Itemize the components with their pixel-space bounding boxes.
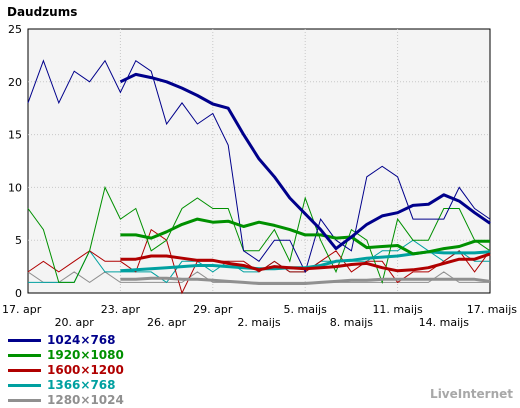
- x-tick-label: 2. maijs: [237, 316, 281, 329]
- series-daily-line-1920x1080: [27, 185, 491, 285]
- series-average-line-1280x1024: [120, 276, 491, 285]
- legend-label: 1280×1024: [47, 393, 124, 407]
- x-tick-label: 11. maijs: [372, 303, 423, 316]
- legend-label: 1600×1200: [47, 363, 124, 377]
- legend-swatch: [8, 354, 41, 357]
- legend-swatch: [8, 384, 41, 387]
- series-average-line-1920x1080: [120, 217, 490, 256]
- x-tick-label: 14. maijs: [419, 316, 470, 329]
- x-tick-label: 8. maijs: [330, 316, 374, 329]
- y-tick-label: 25: [8, 23, 22, 36]
- legend: 1024×768 1920×1080 1600×1200 1366×768 12…: [8, 333, 124, 408]
- y-axis-ticks: 0 5 10 15 20 25: [8, 23, 22, 300]
- legend-item-1024x768: 1024×768: [8, 333, 124, 348]
- legend-swatch: [8, 369, 41, 372]
- y-tick-label: 20: [8, 76, 22, 89]
- x-tick-label: 26. apr: [147, 316, 187, 329]
- series-daily-line-1024x768: [27, 59, 491, 274]
- y-tick-label: 5: [15, 234, 22, 247]
- legend-item-1920x1080: 1920×1080: [8, 348, 124, 363]
- legend-label: 1024×768: [47, 333, 116, 347]
- legend-item-1280x1024: 1280×1024: [8, 393, 124, 408]
- series-average-line-1024x768: [119, 72, 491, 251]
- legend-label: 1366×768: [47, 378, 116, 392]
- legend-item-1600x1200: 1600×1200: [8, 363, 124, 378]
- legend-item-1366x768: 1366×768: [8, 378, 124, 393]
- x-tick-label: 23. apr: [101, 303, 141, 316]
- y-tick-label: 10: [8, 181, 22, 194]
- legend-swatch: [8, 399, 41, 402]
- y-tick-label: 15: [8, 129, 22, 142]
- x-tick-label: 17. apr: [2, 303, 42, 316]
- y-tick-label: 0: [15, 287, 22, 300]
- series-daily-line-1600x1200: [27, 228, 491, 295]
- x-tick-label: 29. apr: [193, 303, 233, 316]
- x-tick-label: 17. maijs: [467, 303, 518, 316]
- x-tick-label: 20. apr: [55, 316, 95, 329]
- series-lines: [27, 59, 491, 295]
- series-average-line-1600x1200: [120, 252, 491, 273]
- liveinternet-logo: LiveInternet: [430, 387, 513, 401]
- y-axis-title: Daudzums: [7, 5, 77, 19]
- x-axis-ticks: 17. apr 23. apr 29. apr 5. maijs 11. maijs 17…: [2, 303, 517, 329]
- x-tick-label: 5. maijs: [284, 303, 328, 316]
- legend-label: 1920×1080: [47, 348, 124, 362]
- legend-swatch: [8, 339, 41, 342]
